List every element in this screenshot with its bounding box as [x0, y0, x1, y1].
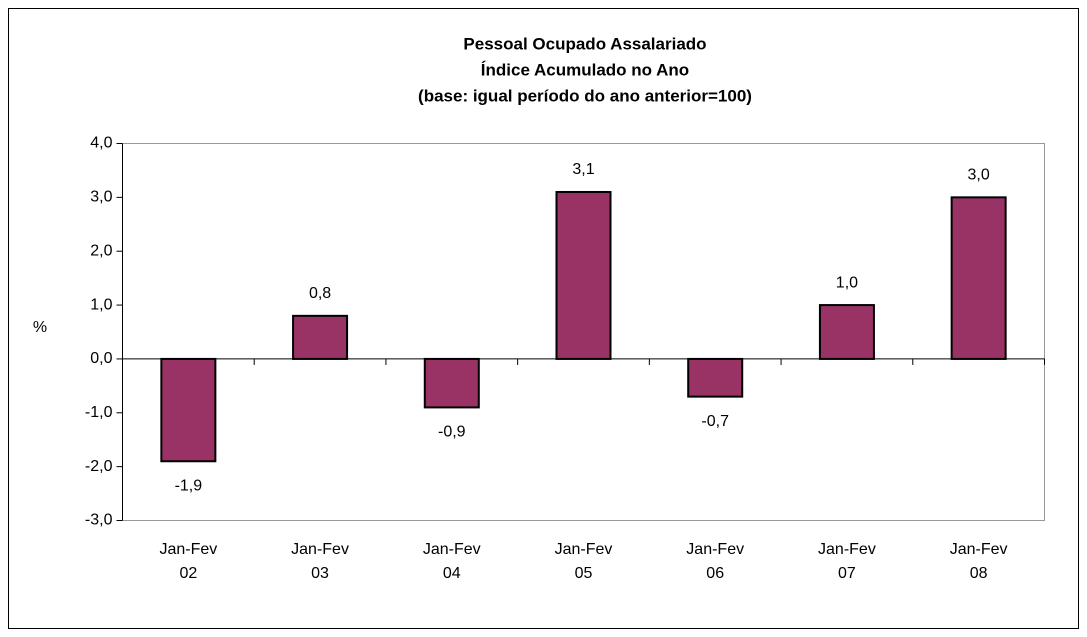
- chart-title: (base: igual período do ano anterior=100…: [418, 86, 752, 105]
- x-tick-label: Jan-Fev 08: [949, 541, 1008, 582]
- y-tick-label: -3,0: [85, 512, 113, 529]
- y-axis-label: %: [33, 319, 47, 336]
- x-tick-label: Jan-Fev 05: [554, 541, 613, 582]
- data-label: -0,7: [701, 413, 729, 430]
- y-tick-label: 3,0: [90, 189, 112, 206]
- chart-title: Índice Acumulado no Ano: [481, 60, 689, 79]
- data-label: -0,9: [438, 424, 466, 441]
- x-tick-label: Jan-Fev 03: [291, 541, 349, 582]
- bar: [950, 196, 1007, 360]
- bar: [160, 357, 217, 463]
- bar: [555, 190, 612, 360]
- y-tick-label: 0,0: [90, 350, 112, 367]
- bar: [818, 304, 875, 360]
- data-label: 3,1: [572, 161, 594, 178]
- y-tick-label: 2,0: [90, 242, 112, 259]
- bar: [292, 314, 349, 360]
- x-tick-label: Jan-Fev 06: [686, 541, 745, 582]
- x-tick-label: Jan-Fev 02: [159, 541, 218, 582]
- chart-title: Pessoal Ocupado Assalariado: [463, 34, 706, 53]
- data-label: -1,9: [175, 477, 203, 494]
- data-label: 3,0: [968, 167, 990, 184]
- bar: [687, 357, 744, 398]
- data-label: 1,0: [836, 274, 858, 291]
- y-tick-label: -1,0: [85, 404, 113, 421]
- bar: [423, 357, 480, 409]
- y-tick-label: 1,0: [90, 296, 112, 313]
- y-tick-label: 4,0: [90, 135, 112, 152]
- x-tick-label: Jan-Fev 07: [818, 541, 876, 582]
- data-label: 0,8: [309, 285, 331, 302]
- x-tick-label: Jan-Fev 04: [422, 541, 481, 582]
- y-tick-label: -2,0: [85, 458, 113, 475]
